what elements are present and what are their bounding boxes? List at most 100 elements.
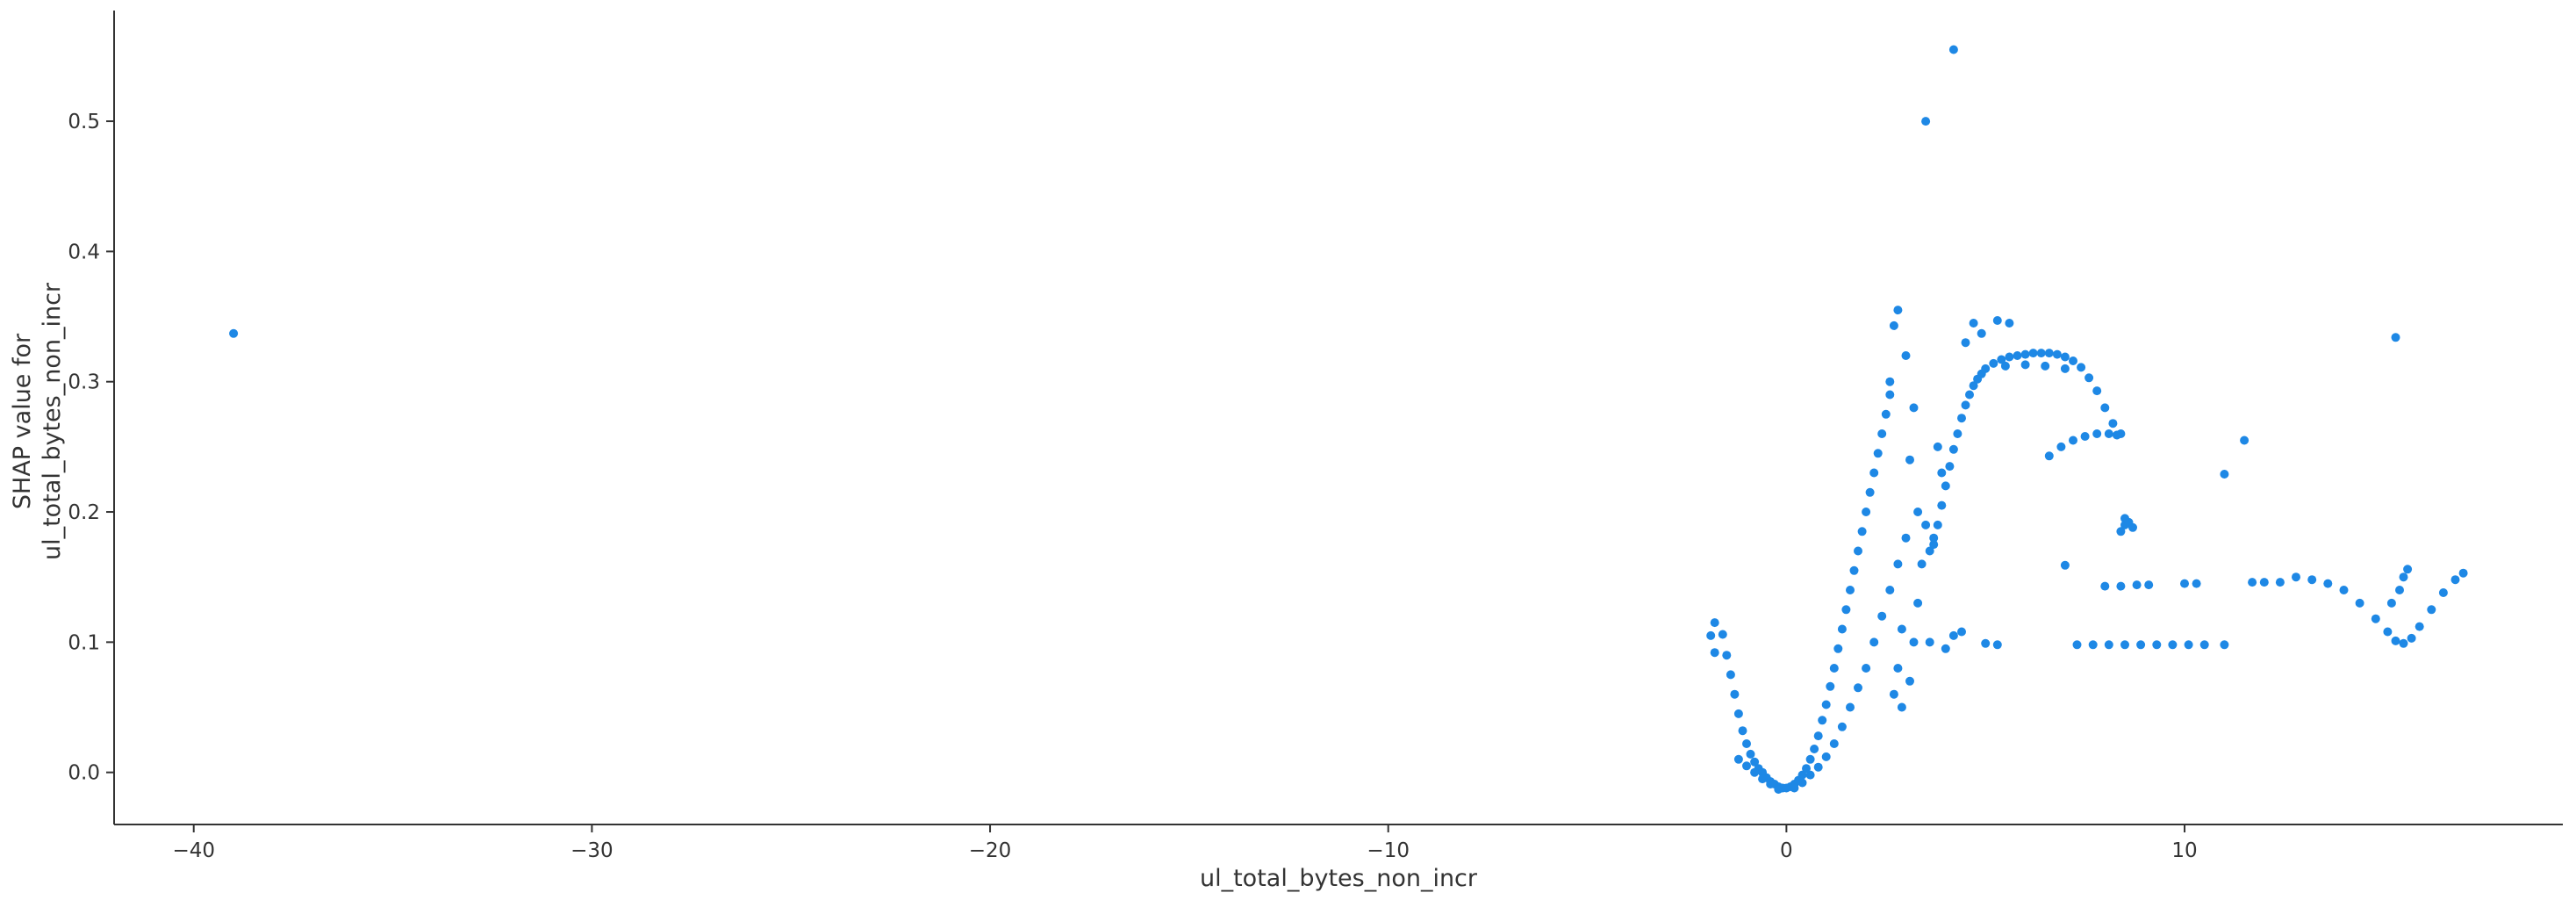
- scatter-point: [2036, 349, 2046, 358]
- scatter-point: [1706, 630, 1716, 640]
- scatter-point: [2104, 429, 2113, 438]
- scatter-point: [1742, 761, 1751, 771]
- scatter-point: [2450, 575, 2460, 585]
- scatter-point: [229, 328, 239, 338]
- scatter-point: [2292, 572, 2300, 582]
- scatter-point: [1889, 320, 1898, 330]
- scatter-point: [2383, 627, 2393, 637]
- scatter-point: [1841, 605, 1851, 615]
- scatter-point: [1925, 637, 1934, 647]
- scatter-point: [1869, 468, 1879, 478]
- scatter-point: [1909, 637, 1919, 647]
- scatter-point: [1802, 764, 1811, 774]
- scatter-point: [2128, 522, 2137, 532]
- scatter-point: [1917, 559, 1927, 569]
- scatter-point: [1821, 700, 1831, 709]
- scatter-point: [1821, 752, 1831, 761]
- scatter-point: [2044, 451, 2054, 461]
- scatter-point: [2220, 640, 2229, 650]
- scatter-point: [1901, 533, 1911, 543]
- scatter-point: [1885, 377, 1895, 386]
- scatter-point: [2399, 638, 2408, 648]
- y-tick-label: 0.5: [68, 111, 100, 133]
- scatter-point: [1905, 676, 1914, 686]
- scatter-point: [2152, 640, 2162, 650]
- scatter-point: [1992, 316, 2002, 325]
- scatter-point: [1854, 683, 1862, 693]
- scatter-point: [1738, 726, 1747, 736]
- scatter-point: [1937, 468, 1947, 478]
- scatter-point: [1873, 449, 1883, 458]
- scatter-point: [1969, 319, 1978, 328]
- scatter-point: [2116, 581, 2126, 591]
- scatter-point: [2060, 560, 2070, 570]
- scatter-point: [1937, 500, 1947, 510]
- y-tick-label: 0.0: [68, 762, 100, 785]
- scatter-point: [1774, 785, 1783, 794]
- scatter-point: [2395, 586, 2404, 594]
- scatter-marks: [229, 45, 2468, 794]
- scatter-point: [1813, 762, 1823, 772]
- scatter-point: [1977, 328, 1986, 338]
- scatter-point: [1885, 586, 1895, 594]
- scatter-point: [1965, 390, 1974, 400]
- scatter-point: [1805, 770, 1815, 780]
- scatter-point: [1797, 770, 1807, 780]
- scatter-point: [1813, 731, 1823, 741]
- scatter-point: [2386, 598, 2396, 608]
- scatter-point: [1893, 306, 1903, 315]
- scatter-point: [1810, 745, 1819, 753]
- scatter-point: [1981, 638, 1991, 648]
- scatter-point: [2044, 349, 2054, 358]
- scatter-point: [2120, 514, 2129, 523]
- scatter-point: [2060, 352, 2070, 362]
- scatter-point: [1929, 540, 1939, 550]
- x-tick-label: −30: [570, 839, 614, 862]
- x-axis-title: ul_total_bytes_non_incr: [1200, 865, 1478, 892]
- scatter-point: [1833, 644, 1843, 653]
- scatter-point: [2275, 578, 2285, 587]
- scatter-point: [2407, 633, 2416, 643]
- scatter-point: [1722, 651, 1732, 660]
- scatter-point: [1726, 670, 1735, 680]
- x-tick-label: −40: [172, 839, 215, 862]
- scatter-point: [2108, 419, 2118, 428]
- scatter-point: [1849, 565, 1859, 575]
- scatter-point: [2240, 436, 2250, 445]
- scatter-point: [1730, 689, 1740, 699]
- scatter-point: [1889, 689, 1898, 699]
- scatter-point: [2041, 361, 2050, 371]
- scatter-point: [2052, 349, 2062, 359]
- scatter-point: [2399, 572, 2408, 582]
- scatter-point: [2184, 640, 2193, 650]
- scatter-point: [2323, 579, 2333, 588]
- scatter-point: [2307, 575, 2317, 585]
- scatter-point: [2092, 386, 2102, 396]
- x-tick-label: 10: [2171, 839, 2197, 862]
- scatter-point: [2136, 640, 2146, 650]
- scatter-point: [1957, 414, 1966, 423]
- x-tick-label: 0: [1780, 839, 1793, 862]
- scatter-point: [2056, 442, 2066, 451]
- scatter-point: [1750, 757, 1760, 767]
- scatter-point: [1913, 598, 1923, 608]
- scatter-point: [2339, 586, 2349, 594]
- scatter-point: [1826, 681, 1835, 691]
- y-axis-title-line2: ul_total_bytes_non_incr: [39, 282, 66, 560]
- scatter-point: [1710, 648, 1719, 658]
- scatter-point: [2168, 640, 2178, 650]
- scatter-point: [1905, 455, 1914, 464]
- scatter-point: [1893, 559, 1903, 569]
- scatter-point: [1929, 533, 1939, 543]
- scatter-point: [2088, 640, 2098, 650]
- scatter-point: [1981, 364, 1991, 373]
- scatter-point: [1766, 780, 1776, 788]
- scatter-point: [2355, 598, 2364, 608]
- scatter-point: [1901, 351, 1911, 360]
- scatter-point: [2069, 356, 2077, 365]
- scatter-point: [1869, 637, 1879, 647]
- scatter-point: [1941, 481, 1950, 491]
- scatter-point: [1925, 546, 1934, 556]
- scatter-point: [1718, 630, 1727, 639]
- scatter-point: [1710, 618, 1719, 628]
